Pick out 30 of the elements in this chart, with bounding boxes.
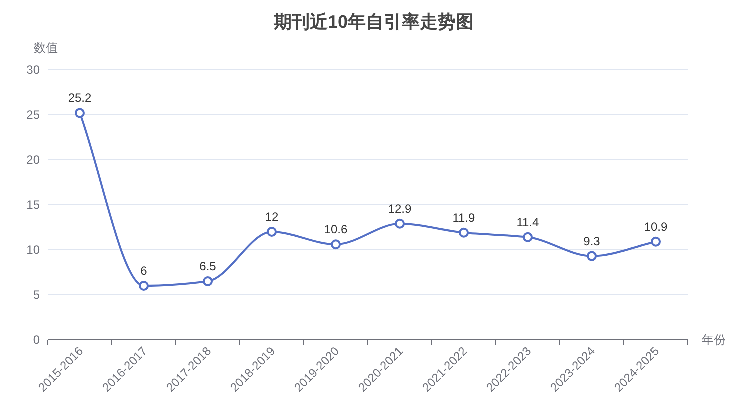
data-label: 25.2 <box>68 91 92 106</box>
point <box>203 276 213 286</box>
data-label: 11.9 <box>452 210 476 225</box>
data-label: 12.9 <box>388 202 412 216</box>
point <box>331 240 341 250</box>
y-tick-label: 10 <box>26 243 40 257</box>
point <box>523 232 533 242</box>
data-label: 12 <box>265 210 279 224</box>
y-tick-label: 30 <box>26 63 40 77</box>
chart-title: 期刊近10年自引率走势图 <box>272 12 474 32</box>
y-tick-label: 25 <box>26 108 40 122</box>
x-axis-title: 年份 <box>702 333 726 347</box>
data-label: 6 <box>140 264 148 278</box>
point <box>139 281 149 291</box>
data-label: 6.5 <box>200 260 217 274</box>
point <box>395 218 405 229</box>
point <box>651 236 661 247</box>
data-label: 9.3 <box>584 234 601 248</box>
point <box>587 251 597 262</box>
point <box>459 228 469 238</box>
y-axis-title: 数值 <box>34 41 58 55</box>
point <box>75 108 85 118</box>
y-tick-label: 15 <box>26 198 40 212</box>
y-tick-label: 5 <box>33 288 40 302</box>
data-label: 10.6 <box>324 222 348 237</box>
data-label: 11.4 <box>516 215 540 230</box>
data-label: 10.9 <box>644 220 668 234</box>
y-tick-label: 20 <box>26 153 40 167</box>
y-tick-label: 0 <box>33 333 40 347</box>
point <box>267 227 277 237</box>
